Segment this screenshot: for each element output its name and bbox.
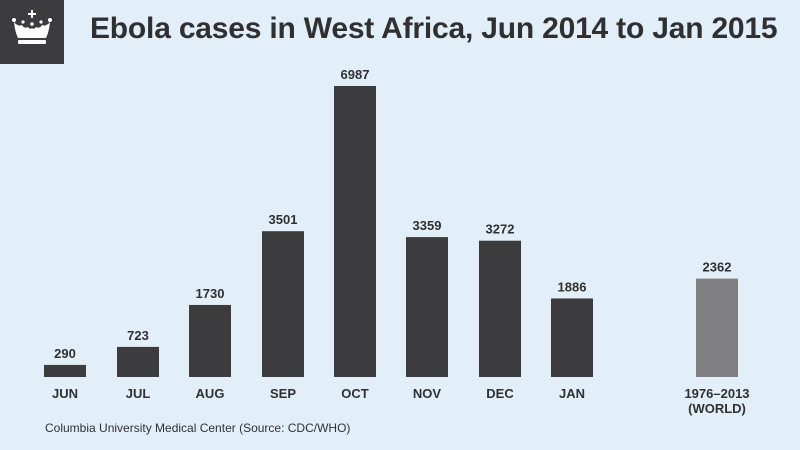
category-label-jun: JUN: [52, 386, 78, 401]
data-label-jan: 1886: [558, 279, 587, 294]
data-label-dec: 3272: [486, 222, 515, 237]
bar-jun: [44, 364, 86, 377]
chart-title: Ebola cases in West Africa, Jun 2014 to …: [90, 12, 778, 45]
bar-jan: [551, 298, 593, 377]
category-label-1976-2013-world-1: 1976–2013: [684, 386, 749, 401]
category-label-jul: JUL: [126, 386, 151, 401]
bar-dec: [479, 240, 521, 377]
bar-1976-2013-world: [696, 278, 738, 377]
data-label-jul: 723: [127, 328, 149, 343]
category-label-sep: SEP: [270, 386, 296, 401]
bar-nov: [406, 237, 448, 377]
category-label-oct: OCT: [341, 386, 369, 401]
bar-aug: [189, 304, 231, 377]
category-label-jan: JAN: [559, 386, 585, 401]
crown-icon: [12, 10, 52, 44]
data-label-sep: 3501: [269, 212, 298, 227]
bar-sep: [262, 231, 304, 377]
data-label-nov: 3359: [413, 218, 442, 233]
source-note: Columbia University Medical Center (Sour…: [45, 421, 351, 435]
data-label-aug: 1730: [196, 286, 225, 301]
bar-oct: [334, 86, 376, 377]
category-label-aug: AUG: [196, 386, 225, 401]
data-label-1976-2013-world: 2362: [703, 260, 732, 275]
logo: [0, 0, 64, 64]
data-label-jun: 290: [54, 346, 76, 361]
data-label-oct: 6987: [341, 67, 370, 82]
category-label-nov: NOV: [413, 386, 442, 401]
category-label-dec: DEC: [486, 386, 514, 401]
category-label-1976-2013-world-2: (WORLD): [688, 401, 746, 416]
bar-jul: [117, 346, 159, 377]
